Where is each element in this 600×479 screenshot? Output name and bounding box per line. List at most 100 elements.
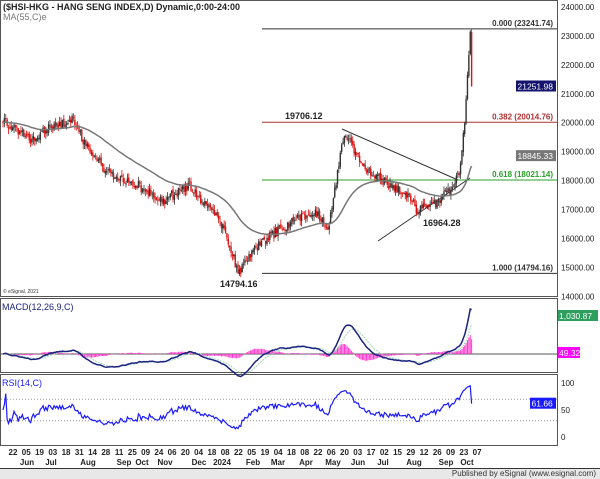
x-day-label: 04 <box>194 448 203 457</box>
x-day-label: 18 <box>287 448 296 457</box>
candle-body <box>444 189 447 192</box>
candle-body <box>303 214 306 216</box>
fib-label: 0.618 (18021.14) <box>492 170 553 179</box>
candle-body <box>345 135 347 137</box>
candle-body <box>278 225 281 227</box>
candle-body <box>184 184 187 192</box>
macd-line <box>2 308 472 378</box>
fib-label: 0.000 (23241.74) <box>492 19 553 28</box>
candle-body <box>386 179 388 185</box>
candle-body <box>188 181 191 183</box>
candle-body <box>401 192 404 194</box>
x-day-label: 24 <box>154 448 163 457</box>
x-day-label: 09 <box>141 448 150 457</box>
candle-body <box>447 188 449 192</box>
candle-body <box>132 180 134 186</box>
x-day-label: 18 <box>62 448 71 457</box>
candle-body <box>415 204 418 214</box>
candle-body <box>231 253 234 257</box>
hsi-chart[interactable]: ($HSI-HKG - HANG SENG INDEX,D) Dynamic,0… <box>0 0 600 468</box>
candle-body <box>335 184 337 189</box>
candle-body <box>392 185 394 189</box>
candle-body <box>433 200 435 204</box>
candle-body <box>219 220 221 222</box>
x-month-label: Jun <box>20 458 34 467</box>
candle-body <box>245 260 247 262</box>
candle-body <box>101 163 104 167</box>
candle-body <box>363 163 365 166</box>
candle-body <box>198 195 200 197</box>
candle-body <box>466 74 469 100</box>
candle-body <box>461 150 463 164</box>
candle-body <box>443 191 445 197</box>
candle-body <box>244 259 246 264</box>
candle-body <box>266 237 268 244</box>
candle-body <box>314 209 317 216</box>
price-tick-label: 14000.00 <box>561 292 595 301</box>
candle-body <box>29 139 32 144</box>
candle-body <box>173 195 176 200</box>
candle-body <box>208 205 210 207</box>
candle-body <box>357 153 359 155</box>
candle-body <box>96 157 98 161</box>
candle-body <box>216 212 218 216</box>
candle-body <box>274 227 277 238</box>
candle-body <box>141 188 144 192</box>
candle-body <box>67 123 69 124</box>
candle-body <box>108 168 111 172</box>
macd-value-bg <box>558 310 598 321</box>
candle-body <box>253 246 256 251</box>
candle-body <box>234 254 236 268</box>
candle-body <box>206 203 209 209</box>
candle-body <box>361 163 364 165</box>
candle-body <box>28 133 30 141</box>
candle-body <box>256 247 259 251</box>
candle-body <box>425 204 427 208</box>
candle-body <box>426 205 429 209</box>
candle-body <box>57 124 59 128</box>
candle-body <box>117 177 119 181</box>
rsi-tick-label: 100 <box>561 379 575 388</box>
candle-body <box>90 152 93 154</box>
candle-body <box>186 185 188 192</box>
candle-body <box>248 254 250 261</box>
macd-hist-bg <box>558 347 580 358</box>
price-tick-label: 16000.00 <box>561 234 595 243</box>
candle-body <box>352 140 354 145</box>
candle-body <box>441 195 444 199</box>
x-day-label: 09 <box>446 448 455 457</box>
candle-body <box>88 144 90 148</box>
x-day-label: 02 <box>380 448 389 457</box>
candle-body <box>259 242 261 246</box>
candle-body <box>327 227 329 230</box>
candle-body <box>365 170 368 172</box>
last-price-badge: 21251.98 <box>518 82 554 92</box>
candle-body <box>165 200 167 205</box>
candle-body <box>309 215 311 217</box>
candle-body <box>201 201 203 203</box>
candle-body <box>240 267 242 274</box>
x-month-label: Feb <box>246 458 260 467</box>
candle-body <box>251 250 253 257</box>
candle-body <box>469 31 471 55</box>
x-day-label: 17 <box>367 448 376 457</box>
candle-body <box>321 217 324 223</box>
candle-body <box>350 137 353 143</box>
candle-body <box>54 121 57 127</box>
candle-body <box>187 182 189 190</box>
candle-body <box>302 212 304 214</box>
x-day-label: 04 <box>274 448 283 457</box>
candle-body <box>439 200 441 203</box>
candle-body <box>340 144 343 152</box>
candle-body <box>31 138 33 143</box>
candle-body <box>436 200 438 209</box>
candle-body <box>139 181 141 184</box>
candle-body <box>193 192 195 194</box>
candle-body <box>437 200 440 203</box>
x-month-label: Aug <box>80 458 96 467</box>
copyright: © eSignal, 2021 <box>3 288 39 295</box>
x-month-label: Nov <box>157 458 173 467</box>
candle-body <box>385 177 387 181</box>
candle-body <box>288 223 290 228</box>
candle-body <box>434 199 437 208</box>
